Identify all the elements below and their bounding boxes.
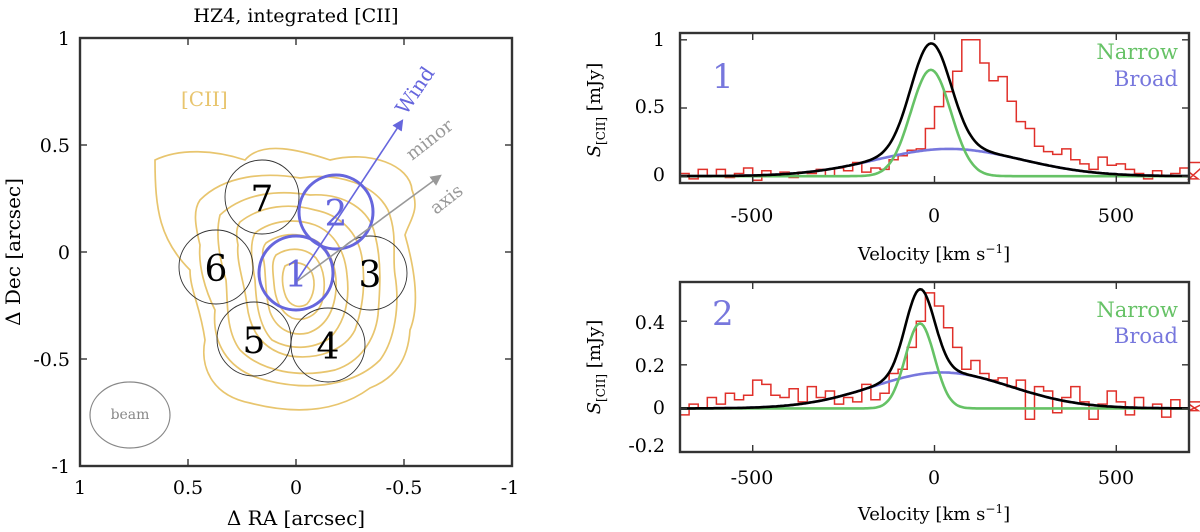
- spectrum-2-ytick-0.4: 0.4: [635, 312, 665, 334]
- left-xtick-0.5: 0.5: [173, 477, 203, 499]
- spectrum-1-ytick-0: 0: [653, 164, 665, 186]
- spectrum-1-xtick--500: -500: [731, 205, 774, 227]
- aperture-label-1: 1: [285, 255, 308, 296]
- spectrum-panel-2: 2 Narrow Broad -0.2 0 0.2 0.4 -500 0 500…: [584, 280, 1200, 525]
- left-panel-ticks: [80, 38, 512, 466]
- spectrum-2-xlabel: Velocity [km s−1]: [857, 502, 1010, 525]
- aperture-2-circle: [297, 173, 375, 251]
- cii-contour-1: [154, 147, 417, 411]
- aperture-label-7: 7: [251, 179, 274, 220]
- spectrum-1-curves: [679, 39, 1200, 182]
- spectrum-1-ticks: [680, 33, 1189, 183]
- left-panel-title: HZ4, integrated [CII]: [193, 5, 398, 27]
- left-panel-frame: [78, 36, 514, 468]
- left-panel: HZ4, integrated [CII] 7 6 3: [1, 5, 519, 530]
- spectrum-1-xtick-0: 0: [928, 205, 940, 227]
- spectrum-1-ytick-1: 1: [653, 29, 665, 51]
- left-ytick--1: -1: [51, 456, 70, 478]
- spectrum-1-broad-curve: [679, 147, 1189, 178]
- spectrum-2-ytick-0.2: 0.2: [635, 355, 665, 377]
- spectrum-1-total-fit: [679, 42, 1189, 178]
- left-ytick-0: 0: [58, 242, 70, 264]
- spectrum-1-xtick-500: 500: [1098, 205, 1134, 227]
- cii-label: [CII]: [181, 87, 228, 111]
- spectrum-2-xtick-500: 500: [1098, 467, 1134, 489]
- left-xtick-1: 1: [74, 477, 86, 499]
- spectrum-1-ytick-0.5: 0.5: [635, 96, 665, 118]
- spectrum-2-curves: [680, 287, 1200, 421]
- aperture-7-circle: [224, 159, 300, 235]
- aperture-1-circle: [257, 234, 335, 312]
- left-ytick-0.5: 0.5: [40, 135, 70, 157]
- spectrum-1-ylabel: S[CII] [mJy]: [584, 63, 608, 158]
- left-ylabel: Δ Dec [arcsec]: [1, 178, 25, 326]
- spectrum-2-xtick--500: -500: [731, 467, 774, 489]
- beam-label: beam: [111, 407, 150, 423]
- minor-axis-arrow: [295, 174, 442, 283]
- aperture-6-circle: [178, 229, 254, 305]
- left-ytick--0.5: -0.5: [33, 349, 70, 371]
- spectrum-1-panel-label: 1: [712, 57, 734, 97]
- aperture-4-circle: [290, 307, 366, 383]
- aperture-label-3: 3: [359, 255, 382, 296]
- cii-contour-5: [250, 220, 349, 349]
- aperture-label-5: 5: [243, 321, 266, 362]
- aperture-label-2: 2: [325, 194, 348, 235]
- spectrum-2-data-histogram: [680, 292, 1200, 421]
- spectrum-panel-1: 1 Narrow Broad 0 0.5 1 -500 0 500 Veloci…: [584, 29, 1200, 265]
- aperture-label-4: 4: [317, 327, 340, 368]
- cii-contour-3: [217, 191, 381, 375]
- spectrum-2-narrow-curve: [680, 322, 1189, 410]
- spectrum-2-panel-label: 2: [712, 294, 734, 334]
- spectrum-2-total-fit: [680, 287, 1190, 410]
- spectrum-1-data-histogram: [680, 39, 1200, 182]
- left-ytick-1: 1: [58, 28, 70, 50]
- wind-arrow: [295, 119, 404, 283]
- spectrum-1-xlabel: Velocity [km s−1]: [857, 242, 1010, 265]
- left-xtick--1: -1: [501, 477, 520, 499]
- cii-contour-4: [235, 205, 365, 358]
- aperture-label-6: 6: [205, 249, 228, 290]
- wind-label: Wind: [390, 62, 439, 119]
- spectrum-1-legend-narrow: Narrow: [1096, 40, 1178, 64]
- spectrum-2-ticks: [680, 282, 1189, 453]
- left-xtick-0: 0: [290, 477, 302, 499]
- apertures: [178, 159, 408, 383]
- spectrum-1-legend-broad: Broad: [1114, 67, 1178, 91]
- spectrum-2-ytick-0: 0: [653, 397, 665, 419]
- spectrum-2-legend-narrow: Narrow: [1096, 298, 1178, 322]
- spectrum-2-ylabel: S[CII] [mJy]: [584, 320, 608, 415]
- minor-axis-label-1: minor: [402, 115, 458, 165]
- spectrum-2-ytick--0.2: -0.2: [628, 435, 665, 457]
- left-xtick--0.5: -0.5: [386, 477, 423, 499]
- beam-ellipse: [89, 381, 171, 449]
- left-xlabel: Δ RA [arcsec]: [227, 506, 365, 530]
- spectrum-2-xtick-0: 0: [928, 467, 940, 489]
- aperture-5-circle: [216, 301, 292, 377]
- spectrum-2-legend-broad: Broad: [1114, 324, 1178, 348]
- minor-axis-label-2: axis: [426, 180, 467, 219]
